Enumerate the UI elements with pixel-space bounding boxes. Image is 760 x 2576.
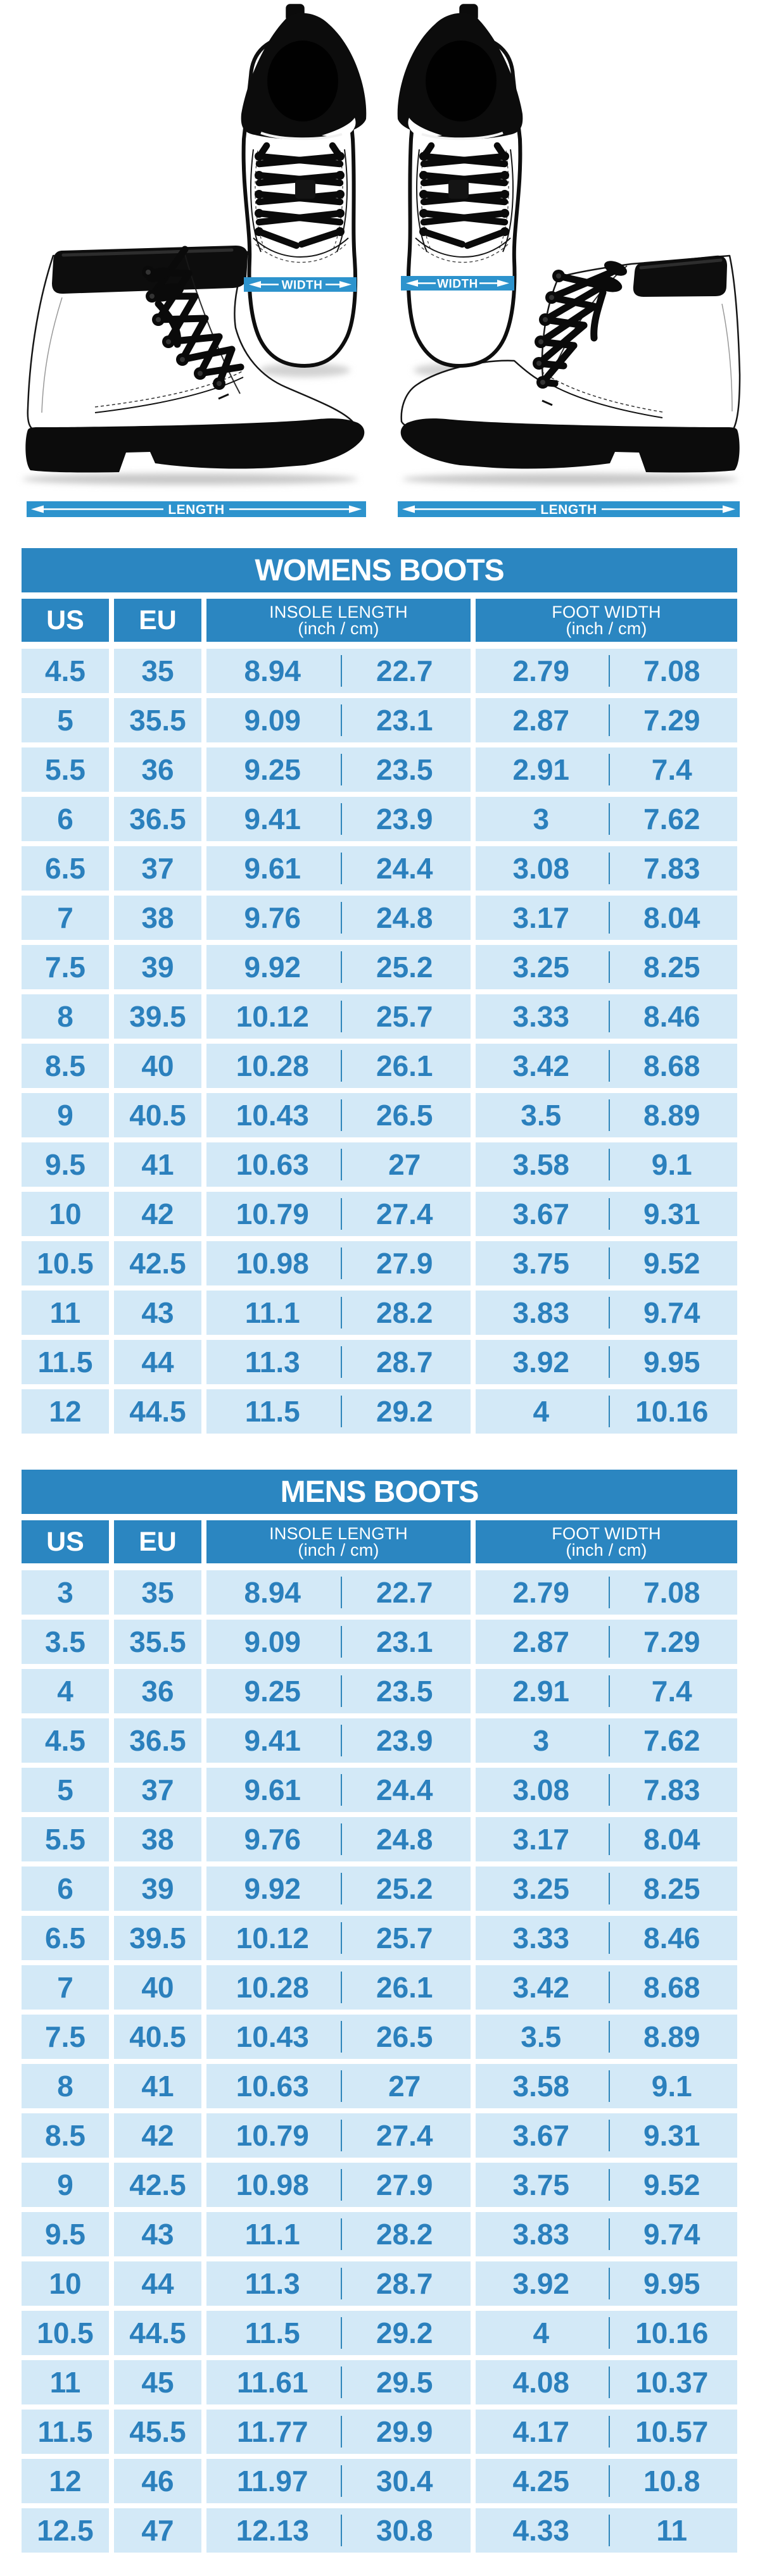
svg-text:LENGTH: LENGTH [168,503,224,517]
svg-text:WIDTH: WIDTH [282,279,323,292]
svg-text:WIDTH: WIDTH [437,278,478,291]
svg-text:LENGTH: LENGTH [540,503,597,517]
